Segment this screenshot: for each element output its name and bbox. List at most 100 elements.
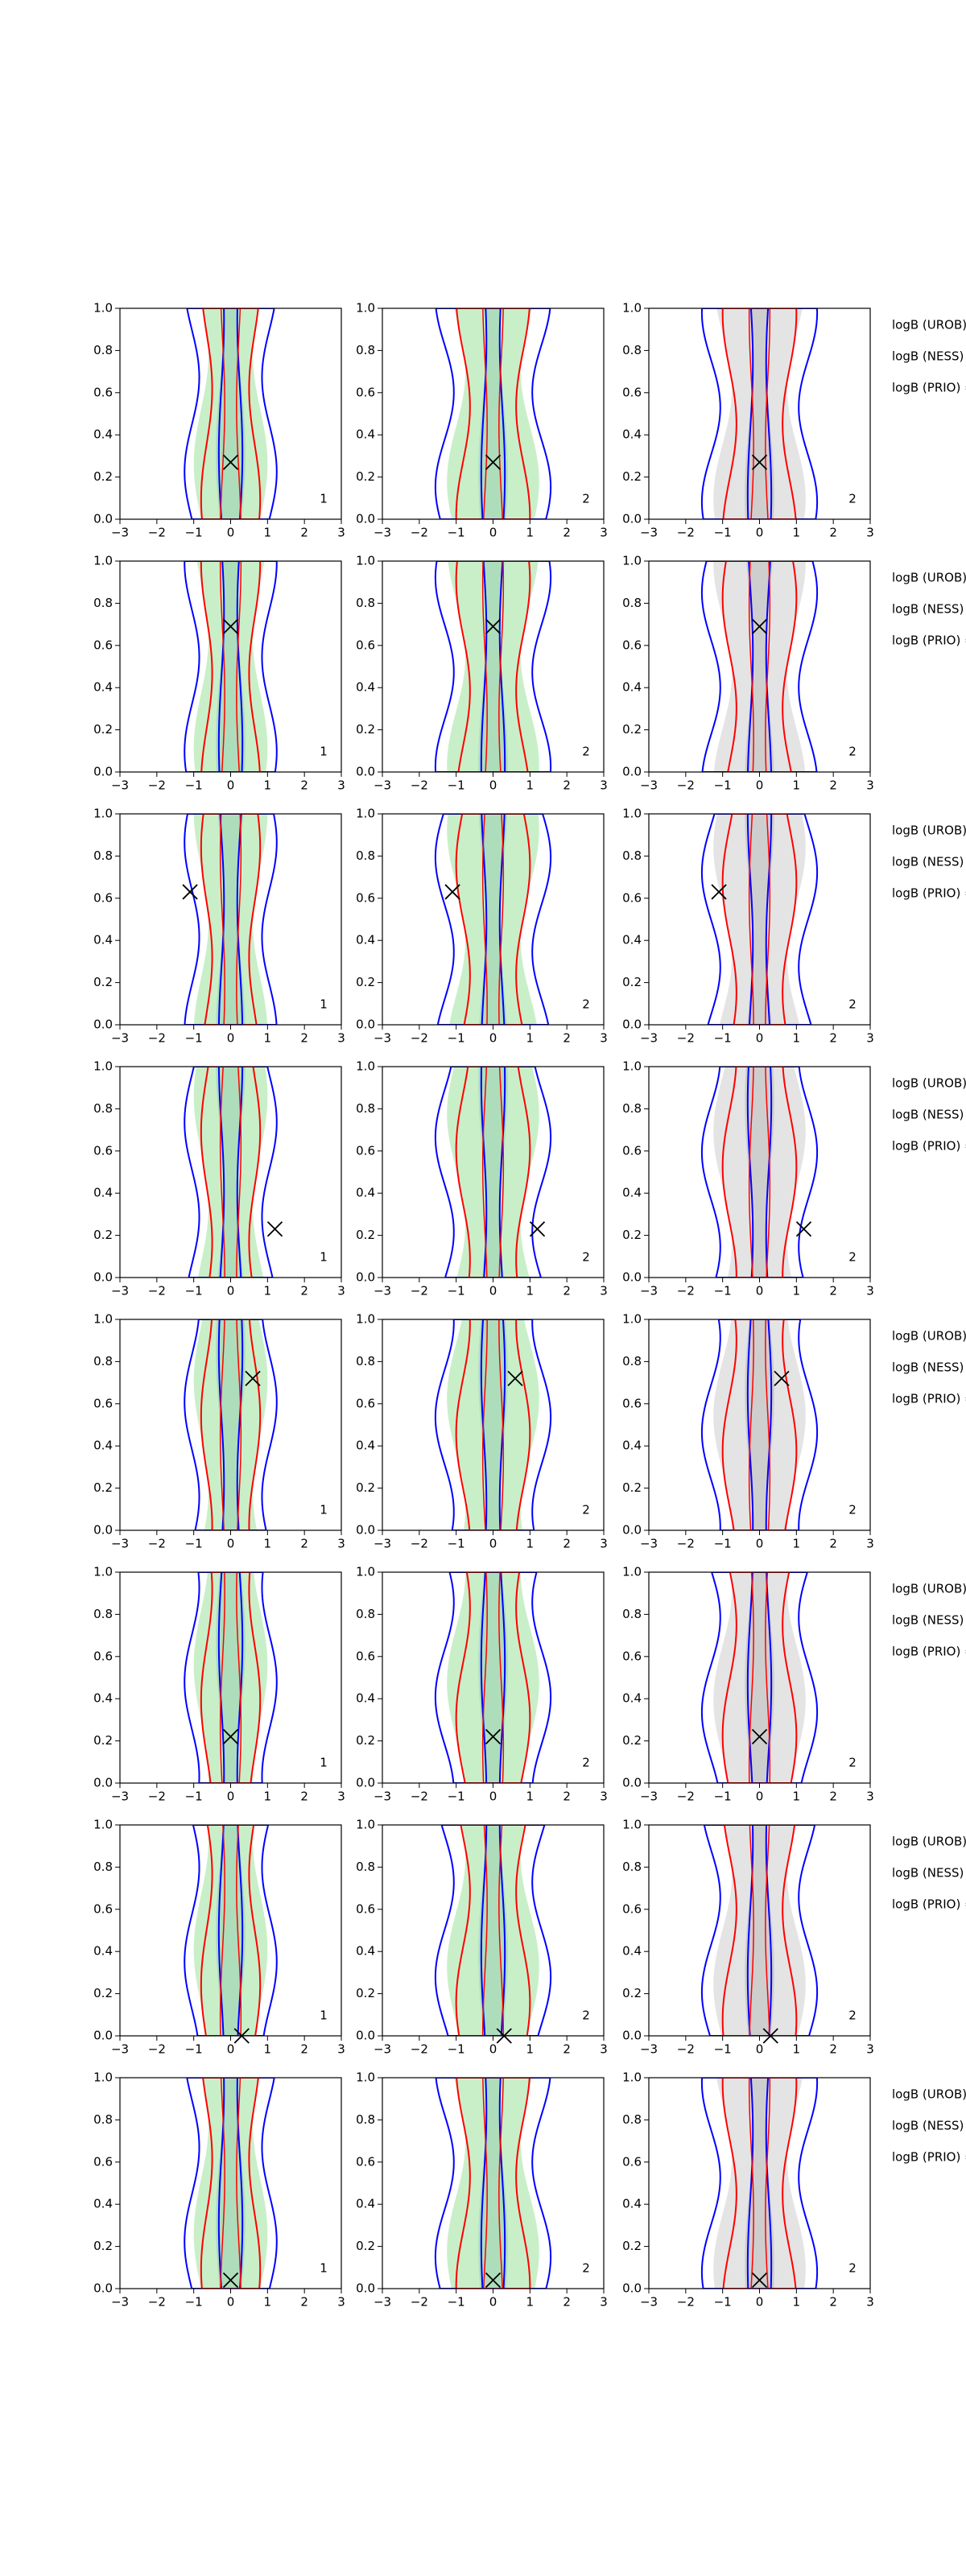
x-tick-label: −3 [111, 1284, 129, 1298]
contour-inner [746, 1572, 773, 1783]
y-tick-label: 0.8 [356, 1101, 375, 1116]
y-tick-label: 0.8 [93, 1354, 113, 1368]
y-tick-label: 0.8 [622, 343, 642, 357]
marker [751, 2272, 768, 2289]
y-tick-label: 0.8 [356, 343, 375, 357]
x-tick-label: 0 [489, 526, 497, 540]
panel-label: 1 [320, 1503, 328, 1517]
x-tick-label: −1 [185, 1031, 203, 1046]
y-tick-label: 0.4 [622, 933, 642, 947]
y-tick-label: 0.6 [93, 2154, 113, 2169]
y-tick-label: 0.4 [356, 1691, 375, 1706]
marker [711, 884, 727, 900]
contour-mid [721, 2078, 798, 2289]
y-tick-label: 1.0 [93, 807, 113, 821]
x-tick-label: 0 [227, 2295, 235, 2310]
y-tick-label: 0.2 [622, 1986, 642, 2000]
marker [266, 1221, 283, 1237]
annotation: logB (PRIO) = [892, 2150, 966, 2165]
y-tick-label: 0.8 [622, 2112, 642, 2127]
y-tick-label: 0.6 [356, 1649, 375, 1663]
y-tick-label: 0.6 [622, 2154, 642, 2169]
panel [184, 1572, 278, 1783]
y-tick-label: 0.0 [622, 1776, 642, 1790]
contour-inner [480, 1067, 506, 1278]
y-tick-label: 0.4 [356, 427, 375, 442]
y-tick-label: 1.0 [622, 1312, 642, 1327]
x-tick-label: −3 [374, 2042, 391, 2057]
x-tick-label: −1 [448, 1284, 465, 1298]
marker [774, 1370, 790, 1386]
x-tick-label: 2 [829, 1790, 837, 1804]
panel-label: 1 [320, 2261, 328, 2276]
marker [795, 1221, 812, 1237]
y-tick-label: 0.4 [93, 1691, 113, 1706]
y-tick-label: 1.0 [93, 554, 113, 568]
x-tick-label: −2 [411, 1537, 428, 1551]
annotation: logB (UROB) = [892, 1076, 966, 1091]
x-tick-label: 1 [526, 1537, 535, 1551]
x-tick-label: 2 [829, 1284, 837, 1298]
contour-mid [455, 814, 531, 1025]
contour-inner [217, 308, 244, 519]
y-tick-label: 0.2 [356, 1733, 375, 1748]
x-tick-label: −1 [714, 2042, 732, 2057]
panel [184, 561, 278, 772]
annotation: logB (NESS) = [892, 1866, 966, 1880]
y-tick-label: 0.6 [356, 1143, 375, 1158]
panel [434, 2078, 552, 2289]
y-tick-label: 0.4 [622, 680, 642, 695]
contour-outer [700, 1825, 819, 2036]
panel [184, 1067, 278, 1278]
x-tick-label: −1 [714, 2295, 732, 2310]
x-tick-label: −1 [714, 1537, 732, 1551]
contour-inner [746, 308, 773, 519]
y-tick-label: 0.2 [356, 2239, 375, 2253]
contour-inner-red [219, 1319, 242, 1530]
annotation: logB (NESS) = [892, 1360, 966, 1375]
contour-inner-red [219, 1825, 242, 2036]
marker [751, 1728, 768, 1744]
x-tick-label: −3 [111, 526, 129, 540]
x-tick-label: −2 [677, 1537, 695, 1551]
x-tick-label: 2 [300, 1790, 308, 1804]
x-tick-label: 3 [866, 2295, 874, 2310]
contour-inner [217, 1067, 244, 1278]
y-tick-label: 0.2 [622, 2239, 642, 2253]
y-tick-label: 0.6 [356, 1396, 375, 1410]
y-tick-label: 0.8 [93, 2112, 113, 2127]
y-tick-label: 0.2 [356, 722, 375, 737]
annotation: logB (PRIO) = [892, 886, 966, 901]
x-tick-label: 1 [526, 2295, 535, 2310]
x-tick-label: 1 [793, 1537, 801, 1551]
panel-label: 2 [848, 1756, 857, 1770]
x-tick-label: −2 [411, 1031, 428, 1046]
x-tick-label: 2 [829, 2295, 837, 2310]
contour-inner-red [219, 1067, 242, 1278]
panel-label: 1 [320, 2008, 328, 2023]
contour-mid [455, 1572, 531, 1783]
y-tick-label: 1.0 [356, 1312, 375, 1327]
y-tick-label: 0.2 [622, 1733, 642, 1748]
y-tick-label: 0.2 [93, 1480, 113, 1495]
panel [700, 1067, 819, 1278]
y-tick-label: 1.0 [622, 1565, 642, 1579]
y-tick-label: 0.6 [356, 638, 375, 652]
annotation: logB (UROB) = [892, 318, 966, 332]
x-tick-label: −1 [448, 2042, 465, 2057]
y-tick-label: 0.8 [93, 1860, 113, 1874]
marker [485, 2272, 502, 2289]
panel-label: 2 [848, 1503, 857, 1517]
contour-inner-red [220, 2078, 242, 2289]
x-tick-label: 1 [264, 778, 272, 793]
x-tick-label: 1 [526, 1284, 535, 1298]
x-tick-label: 2 [829, 1031, 837, 1046]
y-tick-label: 0.2 [93, 1228, 113, 1242]
marker [485, 1728, 502, 1744]
x-tick-label: −1 [185, 2295, 203, 2310]
y-tick-label: 0.8 [356, 848, 375, 863]
x-tick-label: 3 [600, 526, 608, 540]
annotation: logB (PRIO) = [892, 381, 966, 395]
annotation: logB (UROB) = [892, 1835, 966, 1849]
contour-outer [434, 561, 552, 772]
